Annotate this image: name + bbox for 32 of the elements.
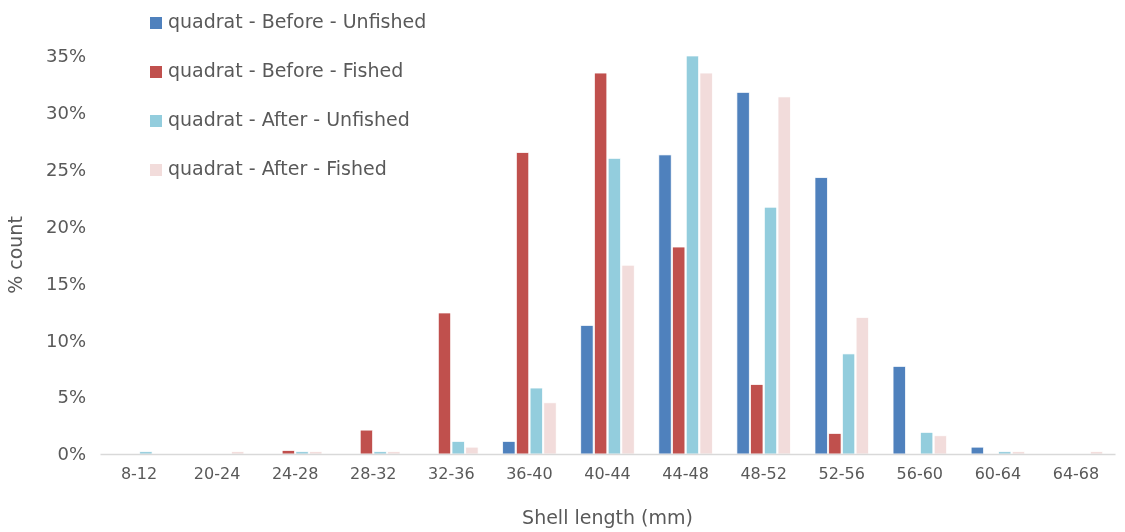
- y-tick-label: 25%: [45, 158, 86, 180]
- y-tick-label: 0%: [57, 443, 86, 465]
- legend-label: quadrat - After - Fished: [168, 157, 387, 179]
- y-tick-label: 30%: [45, 102, 86, 124]
- x-axis-title: Shell length (mm): [522, 506, 693, 528]
- x-tick-label: 40-44: [584, 464, 631, 484]
- legend-label: quadrat - Before - Fished: [168, 59, 404, 81]
- y-tick-label: 35%: [45, 45, 86, 67]
- bar: [892, 366, 906, 455]
- y-tick-label: 5%: [57, 386, 86, 408]
- legend-label: quadrat - After - Unfished: [168, 108, 410, 130]
- x-tick-label: 44-48: [662, 464, 709, 484]
- x-tick-label: 20-24: [193, 464, 241, 484]
- x-tick-label: 28-32: [350, 464, 397, 484]
- y-tick-label: 15%: [45, 272, 86, 294]
- x-tick-label: 64-68: [1052, 464, 1100, 484]
- x-tick-label: 60-64: [974, 464, 1022, 484]
- x-tick-label: 32-36: [428, 464, 475, 484]
- x-tick-label: 56-60: [896, 464, 944, 484]
- x-tick-label: 36-40: [506, 464, 553, 484]
- y-axis-title: % count: [4, 216, 26, 294]
- y-tick-label: 20%: [45, 215, 86, 237]
- bar: [231, 451, 245, 455]
- bar: [970, 446, 984, 455]
- x-tick-label: 24-28: [271, 464, 319, 484]
- x-tick-label: 48-52: [740, 464, 787, 484]
- x-tick-label: 8-12: [120, 464, 158, 484]
- bar: [1090, 451, 1104, 455]
- x-tick-label: 52-56: [818, 464, 865, 484]
- bar: [139, 451, 153, 455]
- legend-label: quadrat - Before - Unfished: [168, 10, 427, 32]
- y-tick-label: 10%: [45, 329, 86, 351]
